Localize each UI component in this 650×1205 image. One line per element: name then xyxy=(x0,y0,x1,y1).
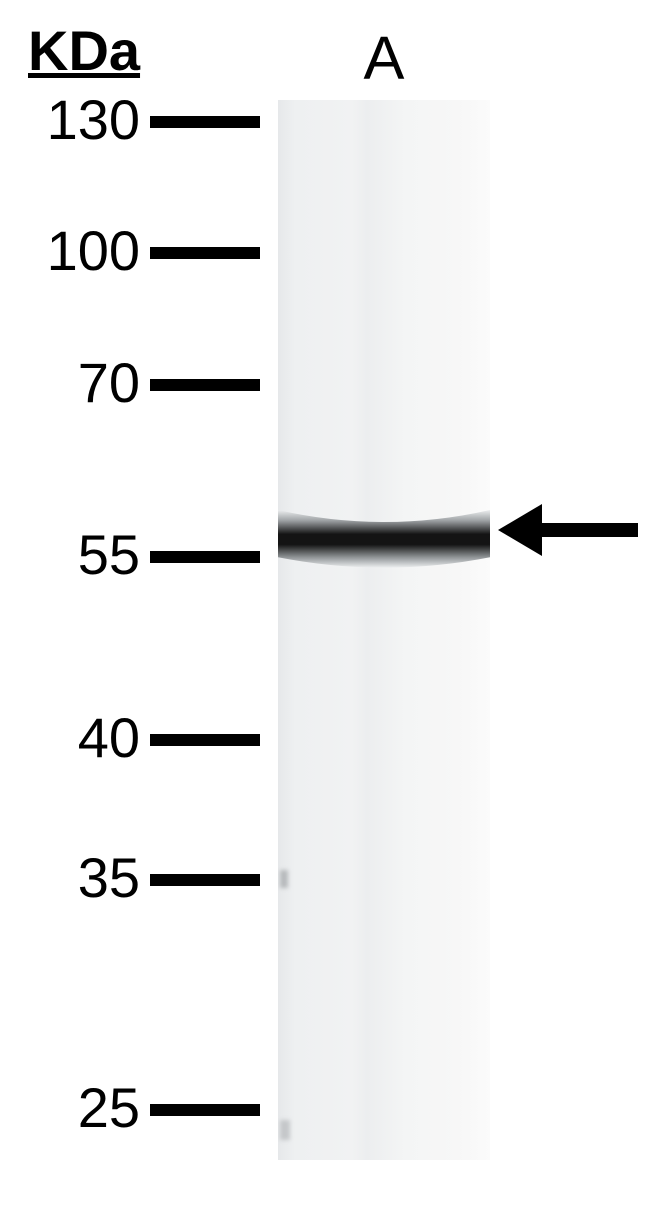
lane-artifact xyxy=(280,1120,290,1140)
lane-artifact xyxy=(280,870,288,888)
axis-title-kda: KDa xyxy=(28,18,140,83)
marker-label: 100 xyxy=(47,218,140,283)
marker-tick xyxy=(150,874,260,886)
marker-tick xyxy=(150,247,260,259)
lane xyxy=(278,100,490,1160)
marker-label: 25 xyxy=(78,1075,140,1140)
marker-label: 35 xyxy=(78,845,140,910)
marker-tick xyxy=(150,1104,260,1116)
marker-tick xyxy=(150,116,260,128)
western-blot-figure: KDa 130 100 70 55 40 35 25 A xyxy=(0,0,650,1205)
marker-tick xyxy=(150,734,260,746)
arrow-head xyxy=(498,504,542,556)
marker-label: 40 xyxy=(78,705,140,770)
marker-tick xyxy=(150,379,260,391)
protein-band xyxy=(278,496,490,584)
arrow-shaft xyxy=(542,523,638,537)
marker-label: 130 xyxy=(47,87,140,152)
marker-label: 55 xyxy=(78,522,140,587)
marker-label: 70 xyxy=(78,350,140,415)
lane-label: A xyxy=(278,22,490,93)
marker-tick xyxy=(150,551,260,563)
